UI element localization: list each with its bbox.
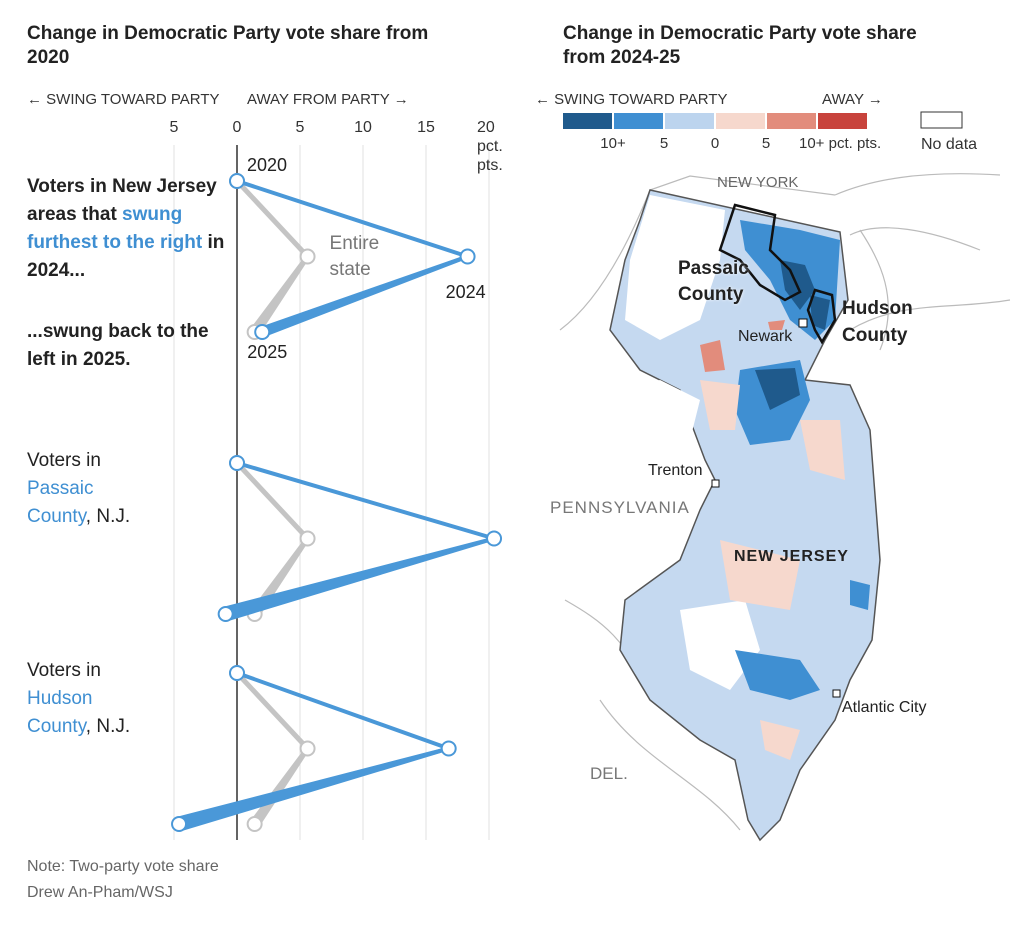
point [217,606,234,622]
map-label: Newark [738,328,793,345]
legend-label: 5 [659,135,669,152]
point [459,248,476,265]
point [299,530,316,547]
map-label: NEW JERSEY [734,548,849,565]
legend-swatch [818,113,867,129]
year-label: 2024 [445,281,486,302]
panel-sublabel: ...swung back to the left in 2025. [27,321,209,370]
label-part: Passaic County [27,478,94,527]
label-part: Hudson County [27,688,93,737]
x-tick-label: 10 [354,119,372,136]
trenton-marker [711,479,720,488]
map-title: Change in Democratic Party vote share fr… [563,23,917,68]
note: Note: Two-party vote share [27,858,219,875]
panel-label: Voters in Passaic County, N.J. [27,447,152,531]
legend-swatch [665,113,714,129]
blue-area [735,220,870,700]
label-part: , N.J. [85,506,131,527]
x-tick-label: 0 [232,119,242,136]
point [229,173,245,189]
atlantic-city-marker [832,689,841,698]
no-data-area [610,195,760,690]
left-title: Change in Democratic Party vote share fr… [27,23,429,68]
newark-marker [798,318,808,328]
point [246,816,263,832]
hudson-outline [806,288,837,345]
passaic-outline [718,203,802,302]
map-label: Atlantic City [842,699,927,716]
legend-label: 10+ pct. pts. [799,135,882,152]
map-label: NEW YORK [717,174,799,191]
map-label: Passaic County [678,258,749,305]
map-label: Trenton [648,462,703,479]
point [299,248,316,265]
x-tick-label: 5 [295,119,305,136]
legend-label: 10+ [600,135,626,152]
point [229,455,245,471]
point [229,665,245,681]
year-label: 2025 [247,342,288,362]
legend-swatch [716,113,765,129]
red-area [700,380,845,760]
year-label: 2020 [247,155,288,175]
map-label: DEL. [590,764,628,783]
point [486,530,503,547]
legend-label: 0 [710,135,720,152]
point [171,816,188,832]
legend-swatch [614,113,663,129]
label-part: in 2024... [27,232,225,281]
area-line-taper [223,536,495,622]
area-line-taper [177,746,450,832]
label-part: swung furthest to the right [27,204,203,253]
map [559,173,1011,842]
label-part: Voters in New Jersey areas that [27,176,217,225]
state-line-taper [250,255,310,336]
label-part: Voters in [27,450,101,471]
no-data-swatch [920,111,963,129]
no-data-label: No data [921,136,978,153]
area-line-taper [260,254,469,338]
credit: Drew An-Pham/WSJ [27,884,173,901]
label-part: Voters in [27,660,101,681]
label-part: , N.J. [85,716,131,737]
point [299,740,316,757]
neighbor-borders [559,173,1011,831]
x-tick-label: 5 [169,119,179,136]
direction-label: AWAY FROM PARTY → [247,91,409,108]
point [440,740,457,757]
legend-swatch [563,113,612,129]
legend-direction: ← SWING TOWARD PARTY [535,91,728,108]
state-line-taper [250,747,310,828]
legend-label: 5 [761,135,771,152]
legend-swatch [767,113,816,129]
panel-label: Voters in Hudson County, N.J. [27,657,152,741]
direction-label: ← SWING TOWARD PARTY [27,91,220,108]
state-label: Entire state [329,233,380,280]
legend-direction: AWAY → [822,91,883,108]
dark-red-area [700,320,785,372]
map-label: PENNSYLVANIA [550,498,690,517]
panel-label: Voters in New Jersey areas that swung fu… [27,173,242,285]
map-label: Hudson County [842,298,913,346]
x-tick-label: 15 [417,119,435,136]
x-tick-label: 20 pct. pts. [477,119,503,174]
point [254,324,271,340]
